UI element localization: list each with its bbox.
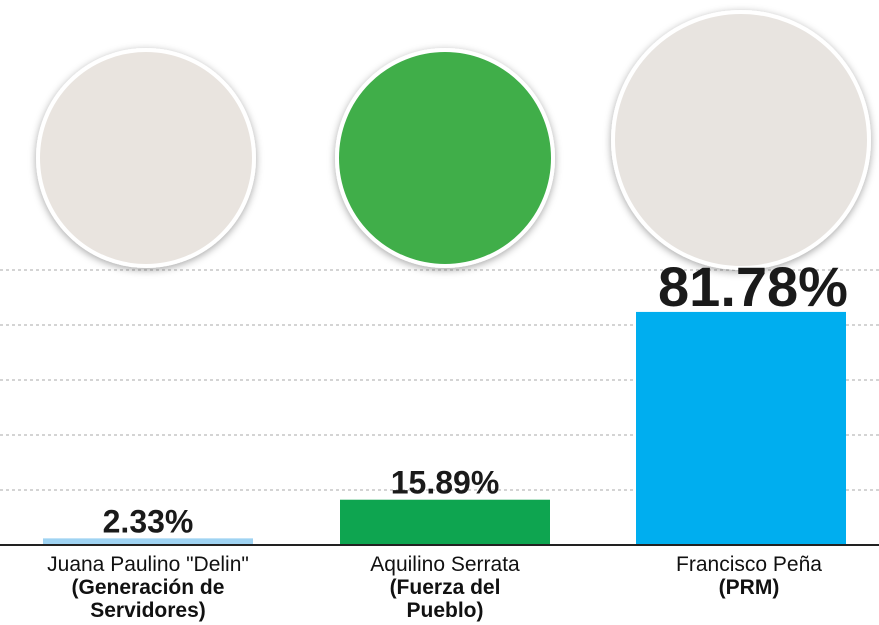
value-label: 2.33%	[103, 503, 194, 539]
party-name: (Fuerza del Pueblo)	[345, 576, 545, 622]
candidate-photo	[38, 50, 254, 266]
chart: 2.33% 15.89% 81.78%	[0, 0, 879, 625]
bar	[340, 500, 550, 545]
party-name: (PRM)	[649, 576, 849, 599]
candidate-name: Aquilino Serrata	[345, 553, 545, 576]
party-name: (Generación de Servidores)	[28, 576, 268, 622]
candidate-photo	[613, 12, 869, 268]
value-label: 81.78%	[658, 255, 848, 318]
category-label: Juana Paulino "Delin"(Generación de Serv…	[28, 553, 268, 622]
bars: 2.33% 15.89% 81.78%	[43, 255, 848, 545]
value-label: 15.89%	[391, 465, 500, 501]
category-label: Aquilino Serrata(Fuerza del Pueblo)	[345, 553, 545, 622]
page: 2.33%15.89%81.78% Juana Paulino "Delin"(…	[0, 0, 879, 625]
category-label: Francisco Peña(PRM)	[649, 553, 849, 599]
candidate-name: Francisco Peña	[649, 553, 849, 576]
bar	[636, 312, 846, 545]
candidate-photo	[337, 50, 553, 266]
candidate-name: Juana Paulino "Delin"	[28, 553, 268, 576]
